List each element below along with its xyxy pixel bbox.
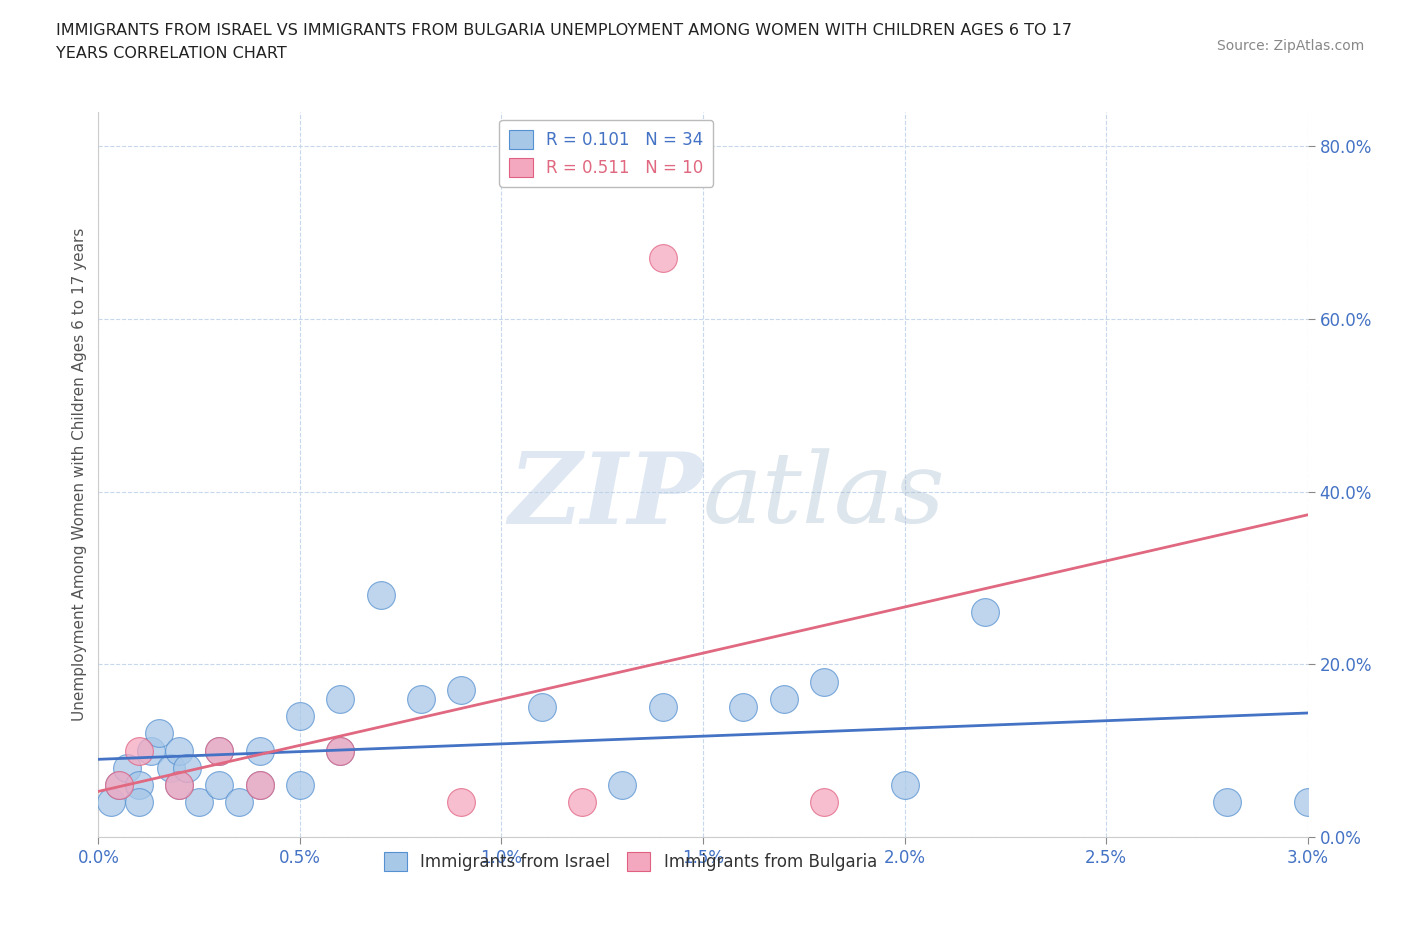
- Point: [974, 605, 997, 620]
- Point: [1296, 795, 1319, 810]
- Point: [612, 777, 634, 792]
- Point: [249, 777, 271, 792]
- Text: IMMIGRANTS FROM ISRAEL VS IMMIGRANTS FROM BULGARIA UNEMPLOYMENT AMONG WOMEN WITH: IMMIGRANTS FROM ISRAEL VS IMMIGRANTS FRO…: [56, 23, 1073, 38]
- Point: [893, 777, 915, 792]
- Point: [329, 743, 352, 758]
- Point: [208, 743, 231, 758]
- Point: [651, 251, 673, 266]
- Point: [139, 743, 162, 758]
- Point: [450, 795, 472, 810]
- Point: [813, 674, 835, 689]
- Point: [249, 743, 271, 758]
- Point: [571, 795, 593, 810]
- Text: YEARS CORRELATION CHART: YEARS CORRELATION CHART: [56, 46, 287, 61]
- Point: [128, 795, 150, 810]
- Point: [733, 700, 755, 715]
- Point: [450, 683, 472, 698]
- Point: [329, 743, 352, 758]
- Point: [1216, 795, 1239, 810]
- Legend: Immigrants from Israel, Immigrants from Bulgaria: Immigrants from Israel, Immigrants from …: [375, 844, 886, 880]
- Point: [288, 777, 311, 792]
- Point: [167, 743, 190, 758]
- Point: [167, 777, 190, 792]
- Point: [176, 761, 198, 776]
- Text: atlas: atlas: [703, 448, 946, 544]
- Point: [329, 691, 352, 706]
- Point: [188, 795, 211, 810]
- Point: [530, 700, 553, 715]
- Point: [370, 588, 392, 603]
- Point: [409, 691, 432, 706]
- Point: [128, 743, 150, 758]
- Text: ZIP: ZIP: [508, 448, 703, 544]
- Point: [128, 777, 150, 792]
- Point: [107, 777, 129, 792]
- Point: [772, 691, 794, 706]
- Point: [813, 795, 835, 810]
- Point: [160, 761, 183, 776]
- Y-axis label: Unemployment Among Women with Children Ages 6 to 17 years: Unemployment Among Women with Children A…: [72, 228, 87, 721]
- Point: [107, 777, 129, 792]
- Point: [208, 743, 231, 758]
- Point: [208, 777, 231, 792]
- Point: [228, 795, 250, 810]
- Text: Source: ZipAtlas.com: Source: ZipAtlas.com: [1216, 39, 1364, 53]
- Point: [249, 777, 271, 792]
- Point: [100, 795, 122, 810]
- Point: [167, 777, 190, 792]
- Point: [288, 709, 311, 724]
- Point: [651, 700, 673, 715]
- Point: [115, 761, 138, 776]
- Point: [148, 726, 170, 741]
